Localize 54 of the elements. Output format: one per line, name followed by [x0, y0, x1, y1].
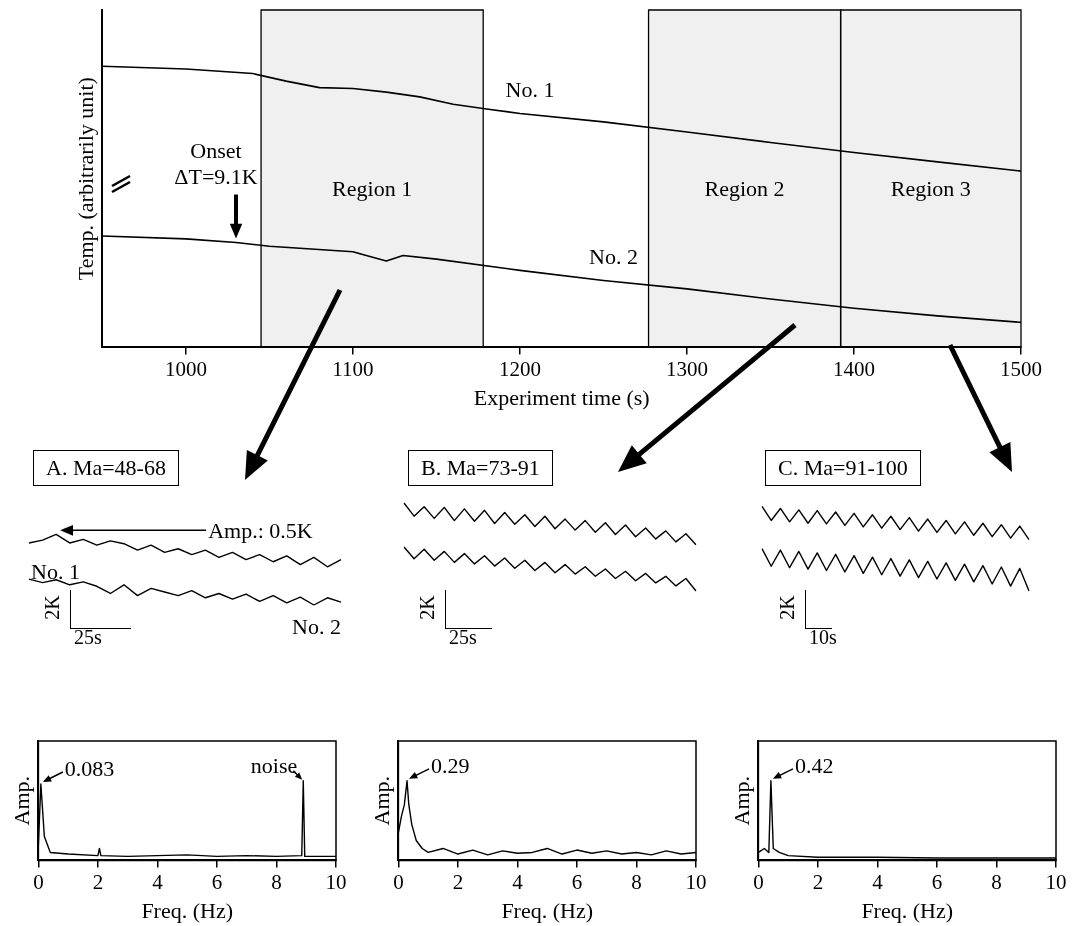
x-tick-label: 2	[92, 869, 104, 894]
text: 2K	[415, 595, 439, 620]
x-tick-label: 1200	[498, 356, 541, 381]
annotation: 0.42	[794, 752, 834, 778]
x-tick-label: 6	[211, 869, 223, 894]
x-tick-label: 6	[931, 869, 943, 894]
chart-title: C. Ma=91-100	[765, 450, 921, 486]
y-axis-title: Temp. (arbitrarily unit)	[72, 77, 98, 281]
y-axis-title: Amp.	[368, 775, 394, 826]
x-axis-title: Experiment time (s)	[473, 384, 650, 410]
x-tick-label: 10	[325, 869, 347, 894]
x-tick-label: 4	[512, 869, 524, 894]
chart-title: B. Ma=73-91	[408, 450, 553, 486]
x-tick-label: 6	[571, 869, 583, 894]
annotation: Amp.: 0.5K	[208, 518, 313, 544]
annotation: 2K	[40, 595, 64, 620]
series-label: No. 2	[589, 244, 638, 270]
annotation: 0.29	[431, 752, 470, 778]
y-axis-title: Amp.	[8, 775, 34, 826]
y-axis-title: Amp.	[728, 775, 754, 826]
text: 25s	[449, 626, 477, 649]
annotation: 0.083	[64, 755, 115, 781]
annotation: noise	[250, 752, 298, 778]
series-label: No. 2	[292, 613, 341, 639]
text: 10s	[809, 626, 837, 649]
band-label: Region 1	[332, 176, 413, 202]
text: 2K	[775, 595, 799, 620]
x-axis-title: Freq. (Hz)	[141, 897, 234, 923]
band-label: Region 2	[704, 176, 785, 202]
x-tick-label: 0	[753, 869, 764, 894]
annotation: Onset ΔT=9.1K	[174, 138, 258, 190]
x-tick-label: 2	[452, 869, 464, 894]
band-label: Region 3	[890, 176, 971, 202]
x-tick-label: 1500	[1000, 356, 1042, 381]
x-tick-label: 1400	[832, 356, 875, 381]
x-tick-label: 4	[152, 869, 164, 894]
x-tick-label: 1000	[164, 356, 207, 381]
x-tick-label: 8	[631, 869, 642, 894]
series-label: No. 1	[505, 77, 555, 103]
x-tick-label: 1100	[332, 356, 374, 381]
legend-label: No. 1	[31, 558, 80, 584]
x-tick-label: 1300	[665, 356, 708, 381]
x-tick-label: 0	[393, 869, 404, 894]
x-tick-label: 10	[685, 869, 707, 894]
x-axis-title: Freq. (Hz)	[861, 897, 954, 923]
x-tick-label: 8	[991, 869, 1002, 894]
x-tick-label: 4	[872, 869, 884, 894]
x-tick-label: 8	[271, 869, 282, 894]
x-tick-label: 10	[1045, 869, 1067, 894]
chart-title: A. Ma=48-68	[33, 450, 179, 486]
x-axis-title: Freq. (Hz)	[501, 897, 594, 923]
x-tick-label: 2	[812, 869, 824, 894]
text: 25s	[74, 626, 102, 649]
x-tick-label: 0	[33, 869, 44, 894]
